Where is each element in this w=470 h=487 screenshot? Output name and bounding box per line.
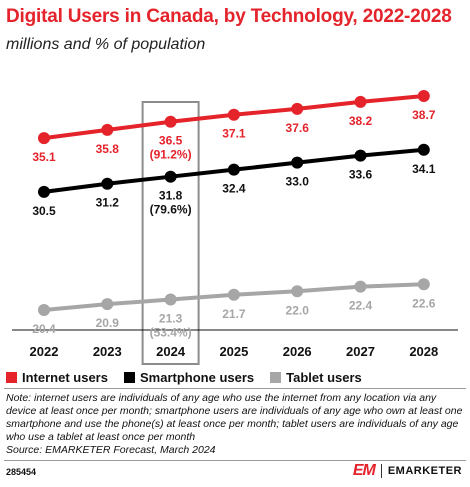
data-label: 34.1 bbox=[412, 162, 436, 176]
data-point bbox=[291, 285, 304, 298]
data-point bbox=[354, 95, 367, 108]
data-label: 36.5 bbox=[159, 134, 183, 148]
data-label: 33.0 bbox=[286, 175, 310, 189]
data-label: 33.6 bbox=[349, 168, 373, 182]
data-point bbox=[417, 278, 430, 291]
data-label: 35.8 bbox=[96, 142, 120, 156]
data-label: 31.8 bbox=[159, 189, 183, 203]
brand: EM EMARKETER bbox=[353, 462, 462, 480]
x-tick-label: 2023 bbox=[93, 344, 122, 359]
data-label: 32.4 bbox=[222, 182, 246, 196]
x-tick-label: 2022 bbox=[30, 344, 59, 359]
legend-label-internet: Internet users bbox=[22, 370, 108, 385]
data-label: (79.6%) bbox=[150, 203, 192, 217]
x-tick-label: 2028 bbox=[409, 344, 438, 359]
data-label: 31.2 bbox=[96, 196, 120, 210]
x-tick-label: 2027 bbox=[346, 344, 375, 359]
data-label: 38.2 bbox=[349, 114, 373, 128]
data-point bbox=[164, 170, 177, 183]
brand-separator bbox=[380, 464, 382, 478]
data-point bbox=[417, 90, 430, 102]
legend-item-smartphone: Smartphone users bbox=[123, 370, 255, 385]
footer-divider bbox=[4, 460, 466, 461]
chart-title: Digital Users in Canada, by Technology, … bbox=[6, 6, 452, 27]
data-point bbox=[38, 132, 50, 145]
legend-swatch-smartphone bbox=[123, 372, 135, 383]
data-point bbox=[227, 108, 240, 121]
legend-swatch-internet bbox=[6, 372, 17, 383]
brand-name: EMARKETER bbox=[387, 465, 462, 477]
legend-item-internet: Internet users bbox=[6, 370, 108, 385]
x-tick-label: 2024 bbox=[156, 344, 186, 359]
emarketer-logo-icon: EM bbox=[352, 462, 376, 479]
data-label: 30.5 bbox=[32, 204, 56, 218]
data-point bbox=[164, 115, 177, 128]
note-divider bbox=[4, 388, 466, 389]
data-label: 21.3 bbox=[159, 311, 183, 325]
data-label: 22.6 bbox=[412, 296, 436, 310]
data-label: (53.4%) bbox=[150, 325, 192, 339]
highlight-box bbox=[141, 101, 200, 365]
data-point bbox=[354, 149, 367, 162]
legend-swatch-tablet bbox=[270, 372, 282, 383]
data-label: 21.7 bbox=[222, 307, 246, 321]
data-label: 35.1 bbox=[32, 150, 56, 164]
chart-note: Note: internet users are individuals of … bbox=[6, 392, 466, 457]
data-label: 20.4 bbox=[32, 322, 56, 336]
legend-label-smartphone: Smartphone users bbox=[139, 370, 255, 385]
data-point bbox=[101, 298, 114, 311]
data-point bbox=[227, 163, 240, 176]
data-point bbox=[101, 177, 114, 190]
data-point bbox=[38, 304, 50, 316]
data-point bbox=[227, 288, 240, 301]
x-tick-label: 2025 bbox=[219, 344, 248, 359]
x-tick-label: 2026 bbox=[283, 344, 312, 359]
data-point bbox=[354, 280, 367, 293]
chart-id: 285454 bbox=[6, 467, 37, 477]
data-point bbox=[38, 185, 50, 198]
data-label: (91.2%) bbox=[150, 148, 192, 162]
chart-subtitle: millions and % of population bbox=[6, 36, 206, 53]
data-point bbox=[417, 143, 430, 156]
data-point bbox=[164, 293, 177, 306]
note-text: Note: internet users are individuals of … bbox=[6, 392, 463, 443]
legend-item-tablet: Tablet users bbox=[270, 370, 362, 385]
legend-label-tablet: Tablet users bbox=[286, 370, 362, 385]
data-label: 22.4 bbox=[349, 299, 373, 313]
data-label: 20.9 bbox=[96, 316, 120, 330]
data-point bbox=[101, 123, 114, 136]
source-text: Source: EMARKETER Forecast, March 2024 bbox=[6, 444, 216, 456]
line-chart: 2022 2023 2024 2025 2026 2027 2028 35.1 35.8 36.5… bbox=[12, 90, 458, 365]
data-label: 37.6 bbox=[286, 121, 310, 135]
data-point bbox=[291, 156, 304, 169]
data-point bbox=[291, 102, 304, 115]
data-label: 22.0 bbox=[286, 303, 310, 317]
data-label: 37.1 bbox=[222, 127, 246, 141]
data-label: 38.7 bbox=[412, 108, 436, 122]
legend: Internet users Smartphone users Tablet u… bbox=[6, 370, 362, 385]
